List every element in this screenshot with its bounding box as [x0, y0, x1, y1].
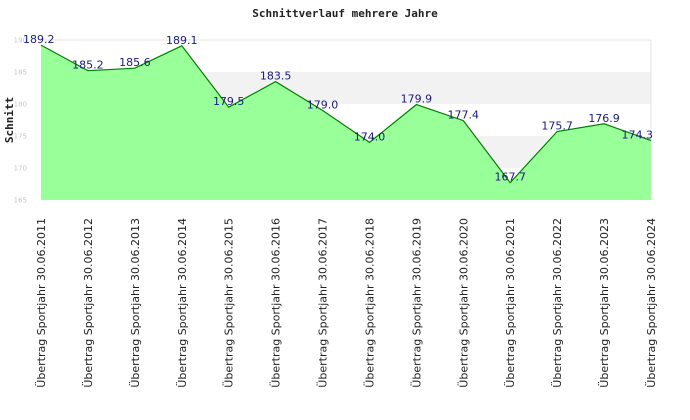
data-label: 175.7: [541, 120, 573, 133]
x-tick-label: Übertrag Sportjahr 30.06.2021: [504, 218, 517, 388]
x-tick-label: Übertrag Sportjahr 30.06.2024: [645, 218, 658, 388]
x-tick-label: Übertrag Sportjahr 30.06.2016: [270, 218, 283, 388]
data-label: 185.6: [119, 56, 151, 69]
data-label: 179.0: [307, 98, 339, 111]
data-label: 183.5: [260, 70, 292, 83]
data-label: 174.0: [354, 130, 386, 143]
x-axis-ticks: Übertrag Sportjahr 30.06.2011 Übertrag Sp…: [35, 218, 658, 388]
x-tick-label: Übertrag Sportjahr 30.06.2023: [598, 218, 611, 388]
y-axis-ticks: 165 170 175 180 185 190: [14, 37, 27, 205]
data-label: 185.2: [72, 59, 104, 72]
data-label: 189.2: [23, 33, 55, 46]
y-tick-label: 180: [14, 101, 27, 109]
y-axis-label: Schnitt: [3, 97, 16, 143]
x-tick-label: Übertrag Sportjahr 30.06.2012: [82, 218, 95, 388]
y-tick-label: 165: [14, 197, 27, 205]
data-label: 179.9: [401, 93, 433, 106]
x-tick-label: Übertrag Sportjahr 30.06.2018: [363, 218, 376, 388]
data-label: 179.5: [213, 95, 245, 108]
data-label: 174.3: [622, 128, 654, 141]
data-label: 177.4: [448, 109, 480, 122]
x-tick-label: Übertrag Sportjahr 30.06.2014: [176, 218, 189, 388]
y-tick-label: 170: [14, 165, 27, 173]
data-label: 189.1: [166, 34, 198, 47]
y-tick-label: 185: [14, 69, 27, 77]
x-tick-label: Übertrag Sportjahr 30.06.2013: [129, 218, 142, 388]
x-tick-label: Übertrag Sportjahr 30.06.2015: [223, 218, 236, 388]
x-tick-label: Übertrag Sportjahr 30.06.2020: [457, 218, 470, 388]
y-tick-label: 175: [14, 133, 27, 141]
data-label: 167.7: [494, 171, 526, 184]
data-label: 176.9: [588, 112, 620, 125]
series-area: [41, 45, 651, 200]
x-tick-label: Übertrag Sportjahr 30.06.2011: [35, 218, 48, 388]
x-tick-label: Übertrag Sportjahr 30.06.2019: [410, 218, 423, 388]
y-tick-label: 190: [14, 37, 27, 45]
x-tick-label: Übertrag Sportjahr 30.06.2022: [551, 218, 564, 388]
series-line: [40, 44, 652, 184]
data-labels: 189.2 185.2 185.6 189.1 179.5 183.5 179.0 174.0…: [23, 33, 653, 184]
chart-title: Schnittverlauf mehrere Jahre: [252, 7, 438, 20]
x-tick-label: Übertrag Sportjahr 30.06.2017: [317, 218, 330, 388]
